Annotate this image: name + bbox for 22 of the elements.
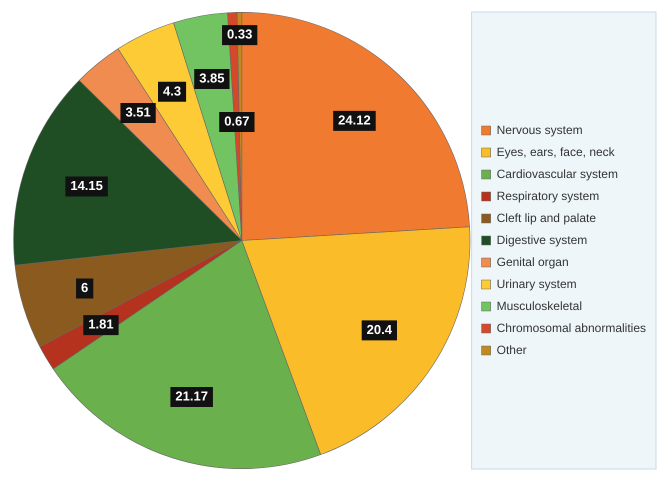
legend-label: Cardiovascular system [496,166,618,181]
legend-label: Nervous system [496,122,583,137]
legend-label: Cleft lip and palate [496,210,596,225]
data-label: 20.4 [366,322,393,337]
data-label: 1.81 [88,316,114,332]
data-label: 3.51 [125,104,151,120]
data-label: 0.67 [224,114,250,129]
data-label: 24.12 [338,112,371,128]
data-label: 0.33 [227,26,252,42]
data-label: 21.17 [175,388,208,404]
legend-label: Urinary system [496,276,577,291]
data-label: 14.15 [70,178,103,194]
data-label: 6 [81,280,88,296]
legend-label: Respiratory system [496,188,600,203]
legend-label: Musculoskeletal [496,298,582,313]
legend-label: Other [496,342,527,357]
legend-label: Eyes, ears, face, neck [496,144,616,159]
legend-label: Chromosomal abnormalities [496,320,646,335]
legend-label: Genital organ [496,254,569,269]
legend-label: Digestive system [496,232,588,247]
data-label: 4.3 [163,83,182,98]
data-label: 3.85 [199,70,225,86]
